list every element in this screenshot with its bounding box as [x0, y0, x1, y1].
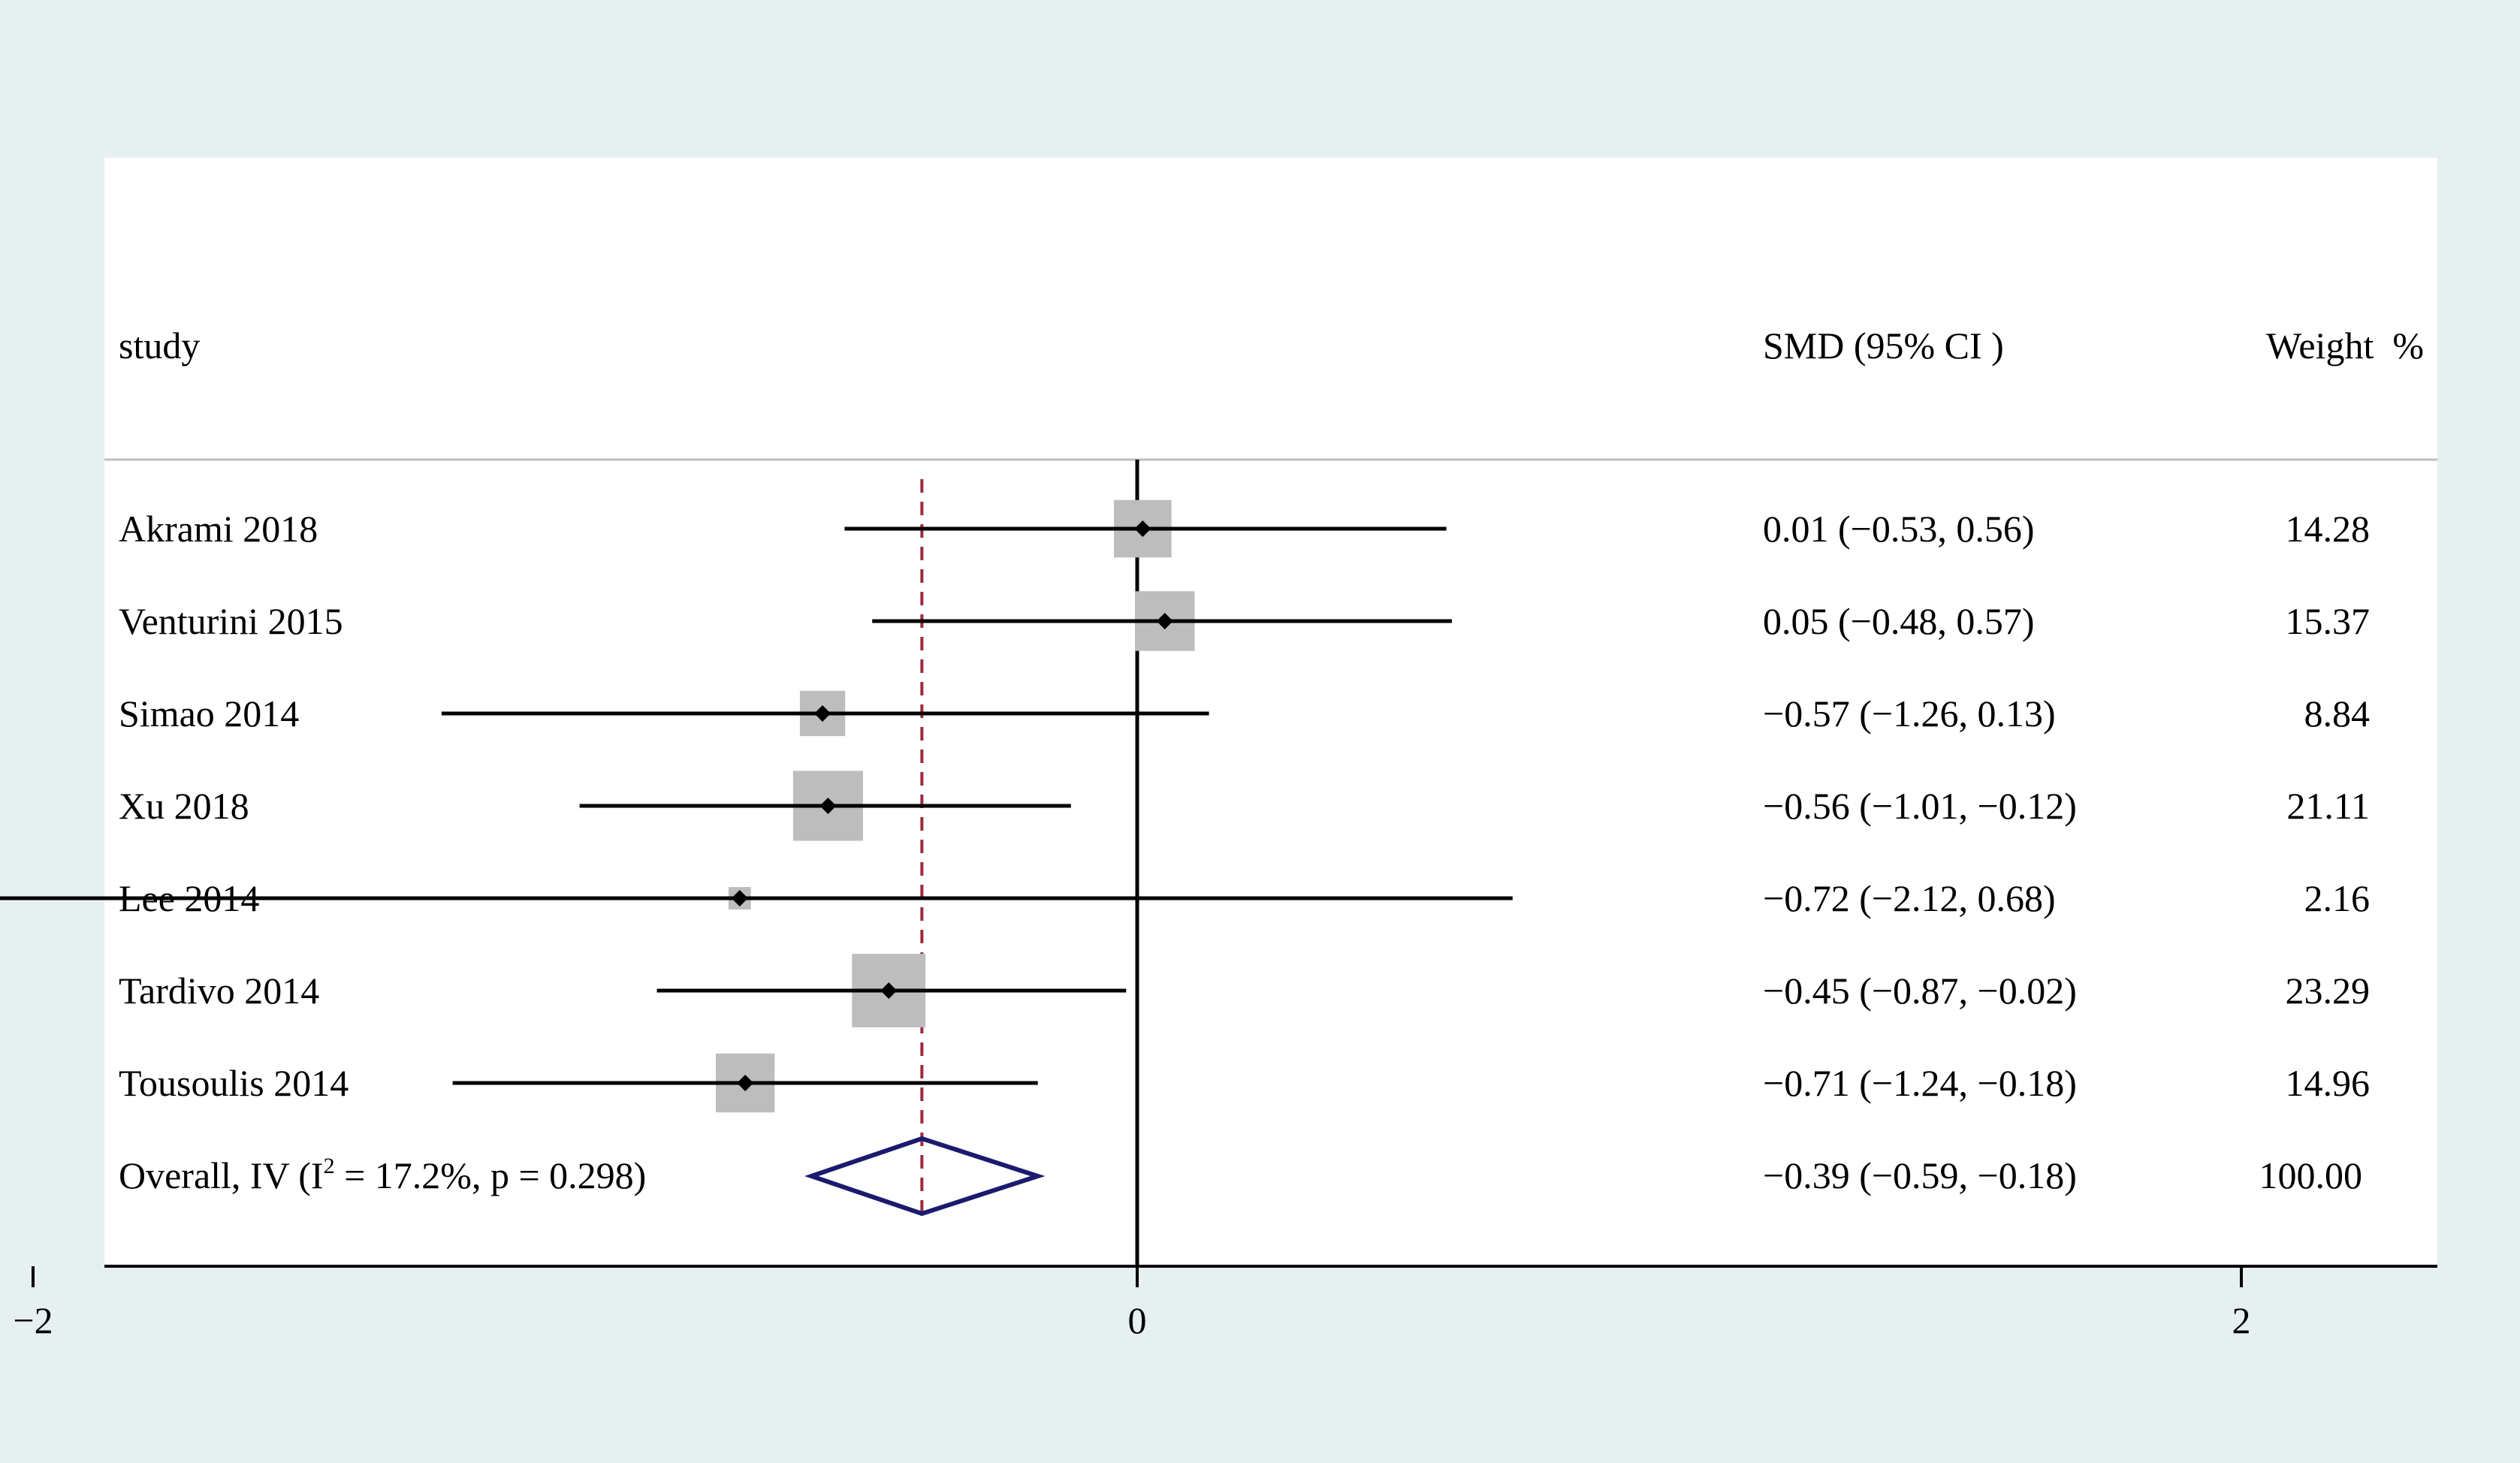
- overall-label-prefix: Overall, IV (I: [119, 1154, 324, 1196]
- study-row: Tardivo 2014 −0.45 (−0.87, −0.02) 23.29: [119, 954, 2370, 1027]
- study-label: Lee 2014: [119, 877, 259, 919]
- x-tick-label: 0: [1128, 1299, 1147, 1341]
- study-weight: 2.16: [2304, 877, 2371, 919]
- point-estimate-marker: [814, 705, 831, 722]
- study-ci-text: −0.71 (−1.24, −0.18): [1763, 1062, 2077, 1104]
- study-row: Tousoulis 2014 −0.71 (−1.24, −0.18) 14.96: [119, 1053, 2371, 1113]
- header-weight: Weight %: [2266, 324, 2424, 367]
- point-estimate-marker: [1134, 520, 1151, 537]
- overall-label-suffix: = 17.2%, p = 0.298): [335, 1154, 647, 1196]
- study-weight: 15.37: [2286, 600, 2371, 642]
- x-axis-ticks: −2 0 2: [13, 1266, 2251, 1341]
- study-rows: Akrami 2018 0.01 (−0.53, 0.56) 14.28 Ventur…: [0, 499, 2371, 1113]
- study-weight: 21.11: [2286, 785, 2370, 827]
- point-estimate-marker: [731, 890, 748, 906]
- overall-label: Overall, IV (I2 = 17.2%, p = 0.298): [119, 1154, 646, 1196]
- study-label: Tousoulis 2014: [119, 1062, 349, 1104]
- study-row: Simao 2014 −0.57 (−1.26, 0.13) 8.84: [119, 690, 2371, 737]
- study-label: Xu 2018: [119, 785, 249, 827]
- point-estimate-marker: [1156, 613, 1173, 629]
- study-ci-text: −0.57 (−1.26, 0.13): [1763, 692, 2056, 735]
- overall-weight: 100.00: [2259, 1154, 2363, 1196]
- study-weight: 23.29: [2286, 970, 2371, 1012]
- overall-diamond: [804, 1136, 1046, 1217]
- overall-row: Overall, IV (I2 = 17.2%, p = 0.298) −0.3…: [119, 1136, 2363, 1217]
- point-estimate-marker: [819, 798, 837, 814]
- study-row: Xu 2018 −0.56 (−1.01, −0.12) 21.11: [119, 771, 2370, 841]
- header-effect: SMD (95% CI ): [1763, 324, 2004, 367]
- overall-ci-text: −0.39 (−0.59, −0.18): [1763, 1154, 2077, 1196]
- study-weight: 8.84: [2304, 692, 2371, 735]
- x-tick-label: −2: [13, 1299, 53, 1341]
- study-weight: 14.96: [2286, 1062, 2371, 1104]
- study-row: Lee 2014 −0.72 (−2.12, 0.68) 2.16: [0, 877, 2370, 919]
- study-ci-text: −0.72 (−2.12, 0.68): [1763, 877, 2056, 919]
- point-estimate-marker: [737, 1075, 754, 1091]
- study-label: Tardivo 2014: [119, 970, 319, 1012]
- overall-label-superscript: 2: [324, 1154, 335, 1178]
- point-estimate-marker: [880, 982, 898, 999]
- study-row: Venturini 2015 0.05 (−0.48, 0.57) 15.37: [119, 591, 2371, 651]
- study-row: Akrami 2018 0.01 (−0.53, 0.56) 14.28: [119, 499, 2371, 558]
- study-label: Akrami 2018: [119, 508, 318, 550]
- study-ci-text: 0.05 (−0.48, 0.57): [1763, 600, 2035, 642]
- study-ci-text: 0.01 (−0.53, 0.56): [1763, 508, 2035, 550]
- study-weight: 14.28: [2286, 508, 2371, 550]
- study-label: Venturini 2015: [119, 600, 343, 642]
- study-ci-text: −0.45 (−0.87, −0.02): [1763, 970, 2077, 1012]
- x-tick-label: 2: [2232, 1299, 2251, 1341]
- study-ci-text: −0.56 (−1.01, −0.12): [1763, 785, 2077, 827]
- header-study: study: [119, 324, 200, 367]
- study-label: Simao 2014: [119, 692, 299, 735]
